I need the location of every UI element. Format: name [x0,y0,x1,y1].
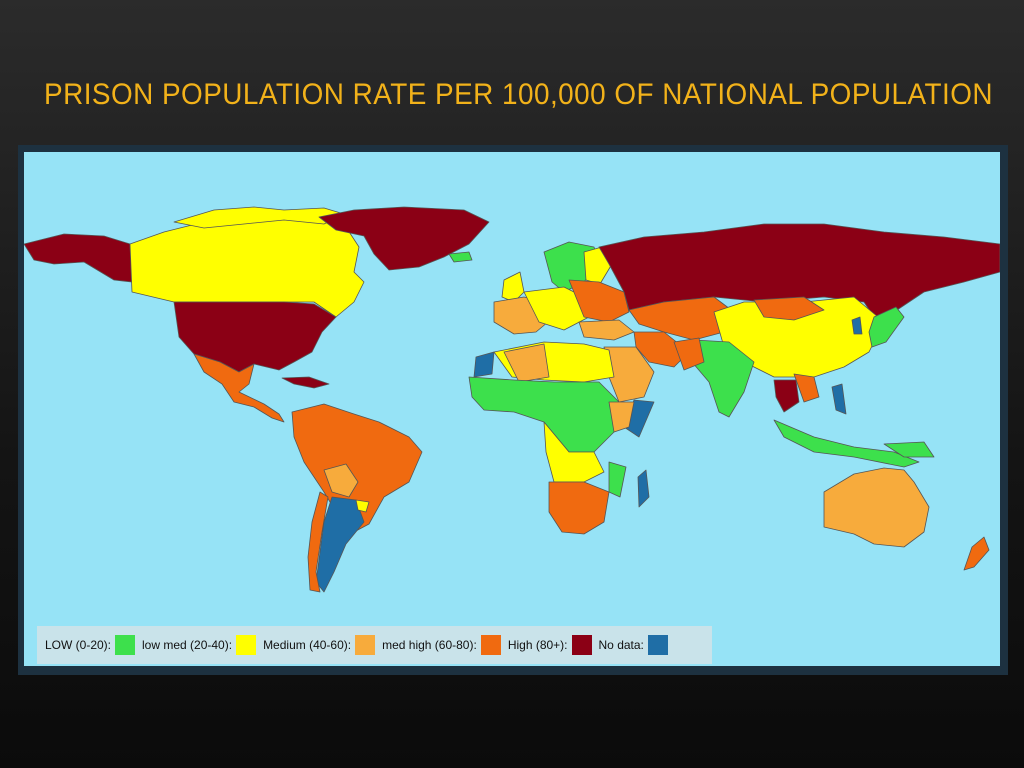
legend-item-medium: Medium (40-60): [263,635,376,655]
region-india [691,339,755,418]
region-turkey [578,319,635,341]
map-legend: LOW (0-20): low med (20-40): Medium (40-… [37,626,712,664]
region-algeria [503,343,550,383]
region-pakistan [673,337,705,371]
region-korea [851,316,863,335]
legend-swatch [115,635,136,655]
legend-item-low: LOW (0-20): [45,635,136,655]
legend-label: No data: [598,638,644,652]
region-south-america [291,403,423,533]
legend-label: High (80+): [507,638,568,652]
region-mozambique [608,461,627,498]
region-e-europe [568,279,630,323]
region-philippines [831,383,847,415]
region-w-africa [468,376,620,453]
region-w-sahara [473,351,495,378]
region-e-africa [608,401,635,433]
legend-label: low med (20-40): [142,638,233,652]
region-alaska [24,233,133,283]
region-australia [823,467,930,548]
slide-title: PRISON POPULATION RATE PER 100,000 OF NA… [44,78,993,111]
region-mexico [193,353,285,423]
region-greenland [318,206,490,271]
region-s-africa [548,481,610,535]
region-uk [501,271,525,303]
region-new-zealand [963,536,990,571]
region-argentina [315,496,365,593]
region-thailand [773,379,800,413]
legend-swatch [480,635,501,655]
legend-swatch [647,635,668,655]
world-map [24,152,1000,666]
region-madagascar [637,469,650,508]
legend-label: Medium (40-60): [263,638,352,652]
region-se-asia [793,373,820,403]
legend-swatch [236,635,257,655]
region-mongolia [753,296,825,321]
region-canada [129,211,365,318]
region-uruguay [355,499,370,513]
region-chile [307,491,329,593]
region-c-africa [543,421,605,483]
legend-swatch [355,635,376,655]
region-png [883,441,935,458]
region-indonesia [773,419,920,468]
legend-item-high: High (80+): [508,635,592,655]
region-caribbean [281,376,330,389]
legend-item-low-med: low med (20-40): [142,635,257,655]
legend-label: LOW (0-20): [45,638,112,652]
legend-item-no-data: No data: [599,635,668,655]
region-bolivia [323,463,359,498]
legend-label: med high (60-80): [382,638,477,652]
region-iceland [448,251,473,263]
legend-swatch [571,635,592,655]
world-map-svg [24,206,1000,593]
legend-item-med-high: med high (60-80): [382,635,501,655]
region-japan [868,306,905,348]
